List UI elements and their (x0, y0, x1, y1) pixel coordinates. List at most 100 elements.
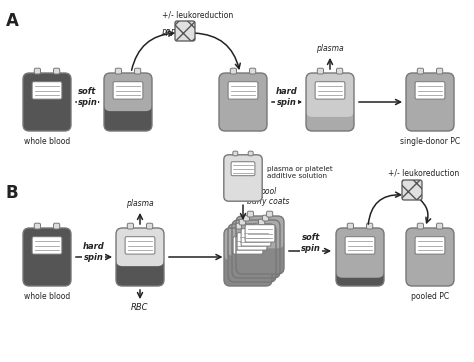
Text: soft
spin: soft spin (301, 233, 321, 253)
FancyBboxPatch shape (113, 82, 143, 99)
FancyBboxPatch shape (306, 73, 354, 117)
Bar (104, 101, 152, 105)
FancyBboxPatch shape (402, 180, 422, 200)
FancyBboxPatch shape (337, 68, 343, 74)
FancyBboxPatch shape (34, 68, 40, 74)
Bar (336, 270, 384, 275)
FancyBboxPatch shape (219, 73, 267, 131)
Bar (236, 241, 284, 245)
FancyBboxPatch shape (104, 73, 152, 111)
FancyBboxPatch shape (249, 68, 255, 74)
FancyBboxPatch shape (415, 237, 445, 254)
FancyBboxPatch shape (175, 21, 195, 41)
Text: whole blood: whole blood (24, 137, 70, 146)
FancyBboxPatch shape (336, 228, 384, 278)
FancyBboxPatch shape (347, 223, 354, 229)
FancyBboxPatch shape (415, 82, 445, 99)
FancyBboxPatch shape (135, 68, 141, 74)
FancyBboxPatch shape (237, 233, 267, 250)
FancyBboxPatch shape (336, 265, 384, 286)
FancyBboxPatch shape (406, 228, 454, 286)
Bar (306, 110, 354, 114)
FancyBboxPatch shape (417, 68, 424, 74)
FancyBboxPatch shape (345, 237, 375, 254)
Text: +/- leukoreduction: +/- leukoreduction (163, 10, 234, 19)
FancyBboxPatch shape (146, 223, 153, 229)
FancyBboxPatch shape (406, 73, 454, 131)
Text: PRP: PRP (162, 29, 176, 38)
FancyBboxPatch shape (437, 68, 443, 74)
FancyBboxPatch shape (417, 223, 424, 229)
FancyBboxPatch shape (115, 68, 121, 74)
Bar (232, 242, 280, 246)
FancyBboxPatch shape (125, 237, 155, 254)
Text: +/- leukoreduction: +/- leukoreduction (388, 169, 460, 178)
FancyBboxPatch shape (255, 223, 261, 229)
Bar (116, 259, 164, 263)
FancyBboxPatch shape (247, 211, 254, 217)
FancyBboxPatch shape (266, 211, 273, 217)
FancyBboxPatch shape (23, 228, 71, 286)
FancyBboxPatch shape (54, 68, 60, 74)
FancyBboxPatch shape (236, 236, 284, 274)
FancyBboxPatch shape (128, 223, 134, 229)
FancyBboxPatch shape (245, 225, 275, 242)
Text: plasma: plasma (316, 44, 344, 53)
FancyBboxPatch shape (437, 223, 443, 229)
Text: B: B (6, 184, 18, 202)
FancyBboxPatch shape (243, 215, 249, 221)
FancyBboxPatch shape (248, 151, 253, 156)
FancyBboxPatch shape (315, 82, 345, 99)
FancyBboxPatch shape (236, 216, 284, 248)
Bar (224, 253, 272, 257)
Text: plasma or platelet
additive solution: plasma or platelet additive solution (267, 167, 333, 180)
Text: hard
spin: hard spin (82, 242, 104, 262)
Bar (224, 250, 272, 254)
FancyBboxPatch shape (232, 240, 280, 278)
Bar (232, 245, 280, 249)
Bar (236, 238, 284, 242)
FancyBboxPatch shape (366, 223, 373, 229)
FancyBboxPatch shape (306, 105, 354, 131)
Text: soft
spin: soft spin (78, 87, 98, 107)
FancyBboxPatch shape (224, 155, 262, 201)
Bar (306, 106, 354, 111)
FancyBboxPatch shape (224, 228, 272, 260)
FancyBboxPatch shape (116, 254, 164, 286)
FancyBboxPatch shape (258, 219, 264, 225)
FancyBboxPatch shape (228, 224, 276, 256)
Bar (228, 249, 276, 253)
FancyBboxPatch shape (23, 73, 71, 131)
Text: pool
buffy coats: pool buffy coats (247, 186, 289, 206)
FancyBboxPatch shape (54, 223, 60, 229)
Bar (228, 246, 276, 250)
Text: pooled PC: pooled PC (411, 292, 449, 301)
Text: hard
spin: hard spin (275, 87, 297, 107)
Bar (104, 104, 152, 108)
FancyBboxPatch shape (235, 223, 242, 229)
FancyBboxPatch shape (239, 219, 246, 225)
FancyBboxPatch shape (263, 215, 269, 221)
FancyBboxPatch shape (231, 162, 255, 176)
FancyBboxPatch shape (317, 68, 324, 74)
FancyBboxPatch shape (230, 68, 237, 74)
Bar (336, 268, 384, 272)
FancyBboxPatch shape (116, 228, 164, 266)
FancyBboxPatch shape (32, 82, 62, 99)
Text: A: A (6, 12, 19, 30)
FancyBboxPatch shape (228, 244, 276, 282)
FancyBboxPatch shape (233, 151, 238, 156)
Text: single-donor PC: single-donor PC (400, 137, 460, 146)
Bar (116, 256, 164, 260)
FancyBboxPatch shape (32, 237, 62, 254)
FancyBboxPatch shape (228, 82, 258, 99)
FancyBboxPatch shape (233, 237, 263, 254)
Text: RBC: RBC (131, 303, 149, 312)
FancyBboxPatch shape (241, 229, 271, 246)
FancyBboxPatch shape (34, 223, 40, 229)
FancyBboxPatch shape (224, 248, 272, 286)
Text: plasma: plasma (126, 199, 154, 208)
FancyBboxPatch shape (104, 99, 152, 131)
FancyBboxPatch shape (232, 220, 280, 252)
Text: whole blood: whole blood (24, 292, 70, 301)
